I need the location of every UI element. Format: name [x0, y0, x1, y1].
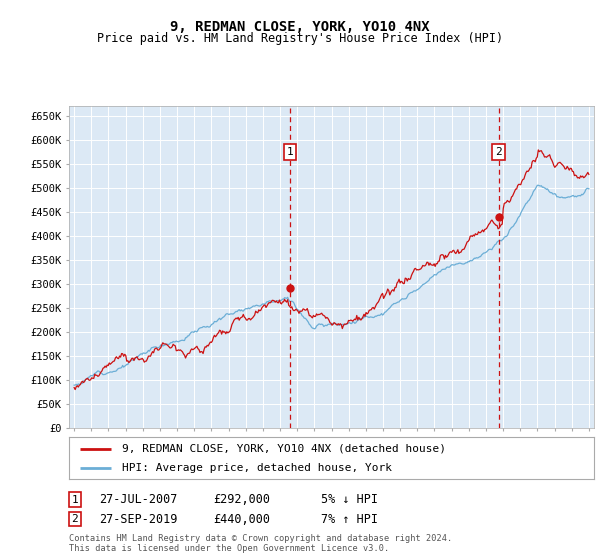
Text: 27-SEP-2019: 27-SEP-2019 — [99, 512, 178, 526]
Text: 1: 1 — [71, 494, 79, 505]
Text: 7% ↑ HPI: 7% ↑ HPI — [321, 512, 378, 526]
Text: £292,000: £292,000 — [213, 493, 270, 506]
Text: 1: 1 — [286, 147, 293, 157]
Text: 9, REDMAN CLOSE, YORK, YO10 4NX (detached house): 9, REDMAN CLOSE, YORK, YO10 4NX (detache… — [121, 444, 445, 454]
Text: 5% ↓ HPI: 5% ↓ HPI — [321, 493, 378, 506]
Text: Price paid vs. HM Land Registry's House Price Index (HPI): Price paid vs. HM Land Registry's House … — [97, 32, 503, 45]
Text: HPI: Average price, detached house, York: HPI: Average price, detached house, York — [121, 463, 392, 473]
Text: 2: 2 — [71, 514, 79, 524]
Text: Contains HM Land Registry data © Crown copyright and database right 2024.
This d: Contains HM Land Registry data © Crown c… — [69, 534, 452, 553]
Text: 27-JUL-2007: 27-JUL-2007 — [99, 493, 178, 506]
Text: 2: 2 — [495, 147, 502, 157]
Text: £440,000: £440,000 — [213, 512, 270, 526]
Text: 9, REDMAN CLOSE, YORK, YO10 4NX: 9, REDMAN CLOSE, YORK, YO10 4NX — [170, 20, 430, 34]
